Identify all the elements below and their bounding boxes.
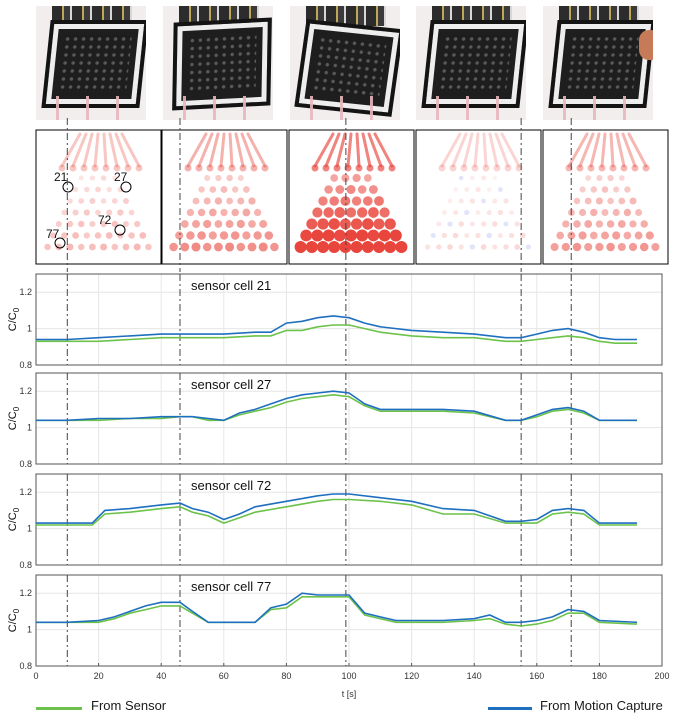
label-cell-27: 27 xyxy=(114,170,128,184)
x-tick-label: 0 xyxy=(33,671,38,681)
label-cell-77: 77 xyxy=(46,227,60,241)
series-sensor-line xyxy=(36,324,637,344)
x-tick-label: 160 xyxy=(529,671,544,681)
chart-panel-4: 0.8 1 1.2 sensor cell 77 C/C0 xyxy=(7,574,663,671)
chart-title: sensor cell 77 xyxy=(191,579,271,594)
series-sensor-line xyxy=(36,498,637,526)
heatmap-strip: 21 27 72 77 xyxy=(35,129,669,265)
chart-panel-3: 0.8 1 1.2 sensor cell 72 C/C0 xyxy=(7,473,663,570)
sensor-photo-3 xyxy=(290,6,400,120)
y-tick-label: 1 xyxy=(27,524,32,534)
chart-panel-2: 0.8 1 1.2 sensor cell 27 C/C0 xyxy=(7,372,663,469)
highlight-ring-4 xyxy=(54,237,66,249)
series-sensor-line xyxy=(36,393,637,422)
series-mocap-line xyxy=(36,493,637,524)
x-tick-label: 20 xyxy=(94,671,104,681)
y-tick-label: 0.8 xyxy=(19,360,32,370)
heatmap-panel-5 xyxy=(542,129,669,265)
x-tick-label: 200 xyxy=(654,671,669,681)
plot-frame xyxy=(35,273,663,366)
x-tick-label: 120 xyxy=(404,671,419,681)
y-tick-label: 1.2 xyxy=(19,386,32,396)
series-sensor-line xyxy=(36,596,638,627)
y-axis-label: C/C0 xyxy=(7,406,21,430)
chart-title: sensor cell 21 xyxy=(191,278,271,293)
plot-frame xyxy=(35,372,663,465)
highlight-ring-2 xyxy=(120,181,132,193)
y-tick-label: 0.8 xyxy=(19,459,32,469)
x-tick-label: 100 xyxy=(341,671,356,681)
y-axis-label: C/C0 xyxy=(7,507,21,531)
heatmap-panel-4 xyxy=(415,129,542,265)
heatmap-panel-2 xyxy=(161,129,288,265)
plot-frame xyxy=(35,473,663,566)
y-tick-label: 1 xyxy=(27,625,32,635)
sensor-photo-4 xyxy=(416,6,526,120)
y-tick-label: 1 xyxy=(27,324,32,334)
y-tick-label: 1 xyxy=(27,423,32,433)
series-mocap-line xyxy=(36,315,637,341)
x-tick-label: 40 xyxy=(156,671,166,681)
heatmap-cell-labels: 21 27 72 77 xyxy=(46,170,128,241)
y-tick-label: 0.8 xyxy=(19,661,32,671)
chart-title: sensor cell 72 xyxy=(191,478,271,493)
y-tick-label: 1.2 xyxy=(19,287,32,297)
x-tick-label: 140 xyxy=(467,671,482,681)
series-mocap-line xyxy=(36,390,637,422)
series-mocap-line xyxy=(36,592,638,624)
x-tick-label: 180 xyxy=(592,671,607,681)
y-tick-label: 1.2 xyxy=(19,487,32,497)
chart-title: sensor cell 27 xyxy=(191,377,271,392)
highlight-ring-1 xyxy=(62,181,74,193)
x-tick-label: 80 xyxy=(281,671,291,681)
y-axis-label: C/C0 xyxy=(7,608,21,632)
y-tick-label: 1.2 xyxy=(19,588,32,598)
highlight-ring-3 xyxy=(114,224,126,236)
heatmap-panel-1 xyxy=(35,129,162,265)
label-cell-72: 72 xyxy=(98,213,112,227)
y-tick-label: 0.8 xyxy=(19,560,32,570)
y-axis-label: C/C0 xyxy=(7,307,21,331)
label-cell-21: 21 xyxy=(54,170,68,184)
sensor-photo-5 xyxy=(543,6,653,120)
sensor-photo-2 xyxy=(163,6,273,120)
sensor-photo-1 xyxy=(36,6,146,120)
heatmap-panel-3 xyxy=(288,129,415,265)
chart-panel-1: 0.8 1 1.2 sensor cell 21 C/C0 xyxy=(7,273,663,370)
x-tick-label: 60 xyxy=(219,671,229,681)
x-axis-label: t [s] xyxy=(342,689,357,699)
